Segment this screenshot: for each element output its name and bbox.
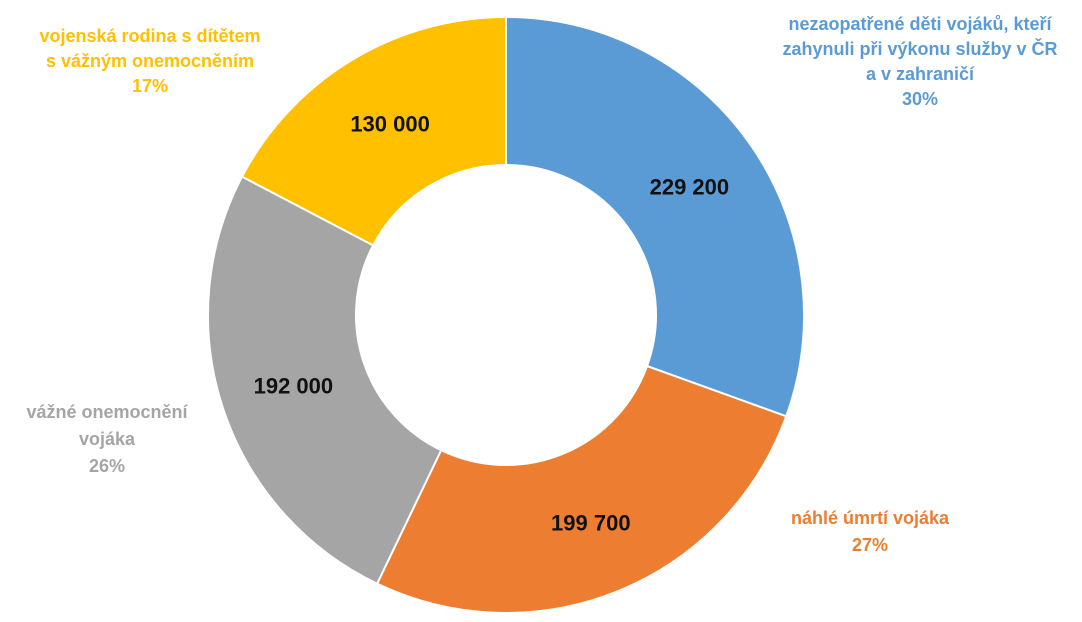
slice-percent-label-1: 30% [902,89,938,109]
slice-category-label-1-line-3: a v zahraničí [866,64,975,84]
slice-percent-label-2: 27% [852,535,888,555]
slice-category-label-3-line-2: vojáka [79,429,136,449]
donut-slice-1 [505,15,805,418]
slice-category-label-2-line-1: náhlé úmrtí vojáka [791,508,950,528]
slice-value-label-4: 130 000 [350,111,430,136]
slice-percent-label-4: 17% [132,76,168,96]
slice-value-label-3: 192 000 [254,374,334,399]
slice-value-label-1: 229 200 [650,174,730,199]
donut-slice-4 [240,15,507,247]
slice-value-label-2: 199 700 [551,510,631,535]
donut-slice-3 [207,175,443,586]
slice-category-label-3-line-1: vážné onemocnění [26,402,188,422]
slice-category-label-4-line-2: s vážným onemocněním [46,51,254,71]
donut-slice-2 [375,364,788,614]
slice-category-label-1-line-1: nezaopatřené děti vojáků, kteří [788,14,1052,34]
slice-category-label-1-line-2: zahynuli při výkonu služby v ČR [782,38,1057,59]
slice-category-label-4-line-1: vojenská rodina s dítětem [39,26,260,46]
slice-percent-label-3: 26% [89,456,125,476]
